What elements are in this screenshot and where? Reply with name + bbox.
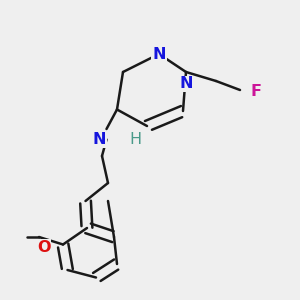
Text: N: N [93,132,106,147]
Text: F: F [250,84,262,99]
Text: O: O [37,240,50,255]
Text: N: N [179,76,193,92]
Text: N: N [152,46,166,62]
Text: H: H [129,132,141,147]
